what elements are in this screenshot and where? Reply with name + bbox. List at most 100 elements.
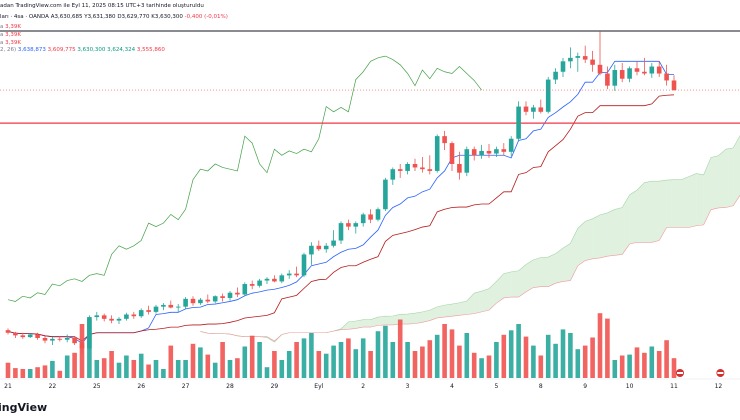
volume-bar xyxy=(360,338,366,378)
volume-bar xyxy=(264,367,270,378)
candle-body xyxy=(183,298,188,307)
candle-body xyxy=(427,169,433,171)
x-tick-label: 12 xyxy=(715,383,723,390)
candle-body xyxy=(383,179,388,210)
volume-bar xyxy=(397,319,403,378)
ichimoku-legend[interactable]: 2, 26) 3,638,873 3,609,775 3,630,300 3,6… xyxy=(0,47,165,53)
volume-bar xyxy=(27,369,33,378)
x-tick-label: Eyl xyxy=(314,383,323,390)
candle-body xyxy=(397,169,403,171)
volume-bar xyxy=(331,345,336,378)
candle-body xyxy=(568,57,573,62)
candle-body xyxy=(146,310,151,312)
candle-body xyxy=(634,68,640,72)
symbol-header: ları · 4sa · OANDA A3,630,685 Y3,631,380… xyxy=(0,14,228,20)
candle-body xyxy=(175,306,181,308)
candle-body xyxy=(124,314,129,319)
chart-created-note: adan TradingView.com ile Eyl 11, 2025 08… xyxy=(0,3,204,9)
ichimoku-cloud-segment xyxy=(429,306,438,321)
ichimoku-cloud-segment xyxy=(548,253,556,287)
candle-body xyxy=(464,149,470,173)
candle-body xyxy=(50,338,55,341)
candle-body xyxy=(597,64,603,74)
ichimoku-cloud-segment xyxy=(348,321,356,330)
volume-bar xyxy=(457,345,462,378)
candle-body xyxy=(131,314,137,317)
ichimoku-cloud-segment xyxy=(370,317,378,328)
indicator-row-2[interactable]: a 3,39K xyxy=(0,32,21,38)
candle-body xyxy=(323,245,329,250)
indicator-row-3[interactable]: a 3,39K xyxy=(0,40,21,46)
candle-body xyxy=(264,278,270,281)
ichimoku-chikou-value: 3,630,300 xyxy=(77,47,106,53)
candle-body xyxy=(582,56,588,60)
candle-body xyxy=(87,317,92,349)
candle-body xyxy=(642,71,647,74)
candle-body xyxy=(5,330,11,333)
candle-body xyxy=(242,284,248,295)
x-tick-label: 29 xyxy=(271,383,279,390)
volume-bar xyxy=(286,351,292,378)
candle-body xyxy=(79,343,85,349)
ichimoku-cloud-segment xyxy=(725,147,734,208)
volume-bar xyxy=(508,330,514,378)
candle-body xyxy=(161,304,166,307)
volume-bar xyxy=(605,318,610,378)
candle-body xyxy=(605,73,610,86)
x-tick-label: 9 xyxy=(583,383,587,390)
volume-bar xyxy=(57,370,63,378)
ohlc-change: -0,400 (-0,01%) xyxy=(184,14,228,20)
candle-body xyxy=(138,310,144,317)
ichimoku-cloud-segment xyxy=(511,270,519,298)
volume-bar xyxy=(116,362,122,378)
volume-bar xyxy=(560,329,566,378)
ichimoku-spanA-value: 3,624,324 xyxy=(107,47,136,53)
candle-body xyxy=(360,214,366,224)
volume-bar xyxy=(35,367,40,378)
volume-bar xyxy=(109,351,114,378)
candle-body xyxy=(116,318,122,321)
volume-bar xyxy=(183,360,188,378)
volume-bar xyxy=(175,360,181,378)
ichimoku-cloud-segment xyxy=(681,176,689,228)
volume-bar xyxy=(464,333,470,378)
ichimoku-cloud-segment xyxy=(533,257,541,288)
volume-bar xyxy=(442,324,447,378)
candle-body xyxy=(257,280,262,286)
volume-bar xyxy=(205,354,211,378)
ichimoku-cloud-segment xyxy=(688,173,697,228)
volume-bar xyxy=(597,313,603,378)
candle-body xyxy=(220,296,225,298)
ichimoku-cloud-segment xyxy=(363,319,371,328)
volume-bar xyxy=(94,360,100,378)
volume-bar xyxy=(153,360,159,378)
ichimoku-cloud-segment xyxy=(355,319,364,329)
volume-bar xyxy=(590,337,595,378)
ichimoku-cloud-segment xyxy=(629,190,637,245)
volume-bar xyxy=(279,360,285,378)
candle-body xyxy=(301,254,307,276)
candle-body xyxy=(27,334,33,338)
volume-bar xyxy=(323,353,329,378)
candle-body xyxy=(375,209,381,220)
volume-bar xyxy=(138,353,144,378)
candle-body xyxy=(560,61,566,72)
ichimoku-cloud-segment xyxy=(600,212,608,258)
candle-body xyxy=(420,167,425,170)
candle-body xyxy=(57,338,63,340)
indicator-name: a xyxy=(0,40,4,46)
candle-body xyxy=(279,275,285,282)
volume-bar xyxy=(420,346,425,378)
candle-body xyxy=(338,223,344,241)
volume-bar xyxy=(220,342,225,378)
indicator-row-1[interactable]: a 3,39K xyxy=(0,24,21,30)
candle-body xyxy=(627,68,632,79)
indicator-name: a xyxy=(0,24,4,30)
volume-bar xyxy=(168,345,174,378)
volume-bar xyxy=(257,342,262,378)
ichimoku-cloud-segment xyxy=(592,214,600,259)
ichimoku-cloud-segment xyxy=(703,157,711,225)
ichimoku-cloud-segment xyxy=(415,311,423,324)
candle-body xyxy=(508,138,514,152)
